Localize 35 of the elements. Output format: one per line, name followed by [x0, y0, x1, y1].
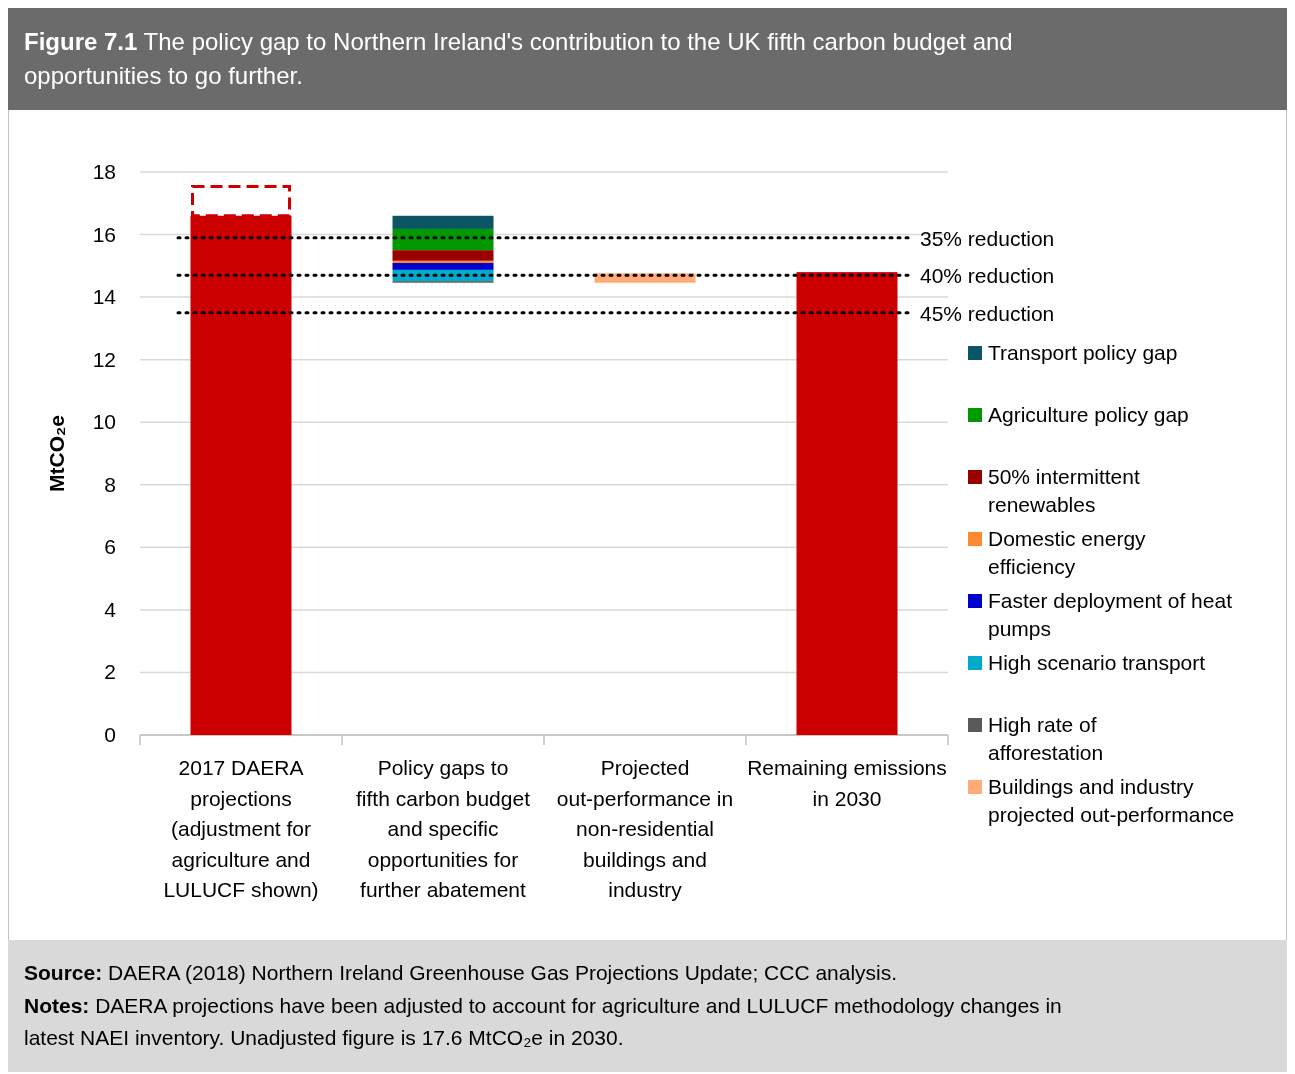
y-axis-title: MtCO₂e [45, 415, 68, 492]
x-tick-label: 2017 DAERA projections (adjustment for agriculture and LULUCF shown) [163, 756, 319, 901]
legend-label: High scenario transport [988, 651, 1206, 674]
legend-label: Faster deployment of heat pumps [988, 589, 1233, 640]
y-tick-label: 6 [104, 535, 116, 559]
bar [392, 215, 494, 229]
bar [392, 263, 494, 270]
chart-title: Figure 7.1 The policy gap to Northern Ireland's contribution to the UK fifth carbon budget and opportunities to go further. [24, 28, 1013, 89]
y-tick-label: 2 [104, 660, 116, 684]
y-tick-label: 14 [92, 285, 117, 309]
legend-label: Domestic energy efficiency [988, 527, 1147, 578]
legend-label: 50% intermittent renewables [988, 465, 1140, 516]
source-note: Source: DAERA (2018) Northern Ireland Greenhouse Gas Projections Update; CCC analysis. [24, 961, 898, 984]
ref-line-label: 40% reduction [920, 264, 1055, 288]
y-tick-label: 12 [92, 347, 116, 371]
legend-label: Buildings and industry projected out-performance [988, 775, 1235, 826]
legend-label: High rate of afforestation [988, 713, 1104, 764]
x-tick-label: Policy gaps to fifth carbon budget and specific opportunities for further abatement [356, 756, 531, 901]
text: Notes: DAERA projections have been adjusted to account for agriculture and LULUCF methodology changes in latest NAEI inventory. Unadjusted figure is 17.6 MtCO₂e in 2030. [24, 994, 1062, 1049]
ref-line-label: 35% reduction [920, 226, 1055, 250]
bar [392, 250, 494, 261]
bar [392, 260, 494, 264]
y-tick-label: 10 [92, 410, 116, 434]
y-tick-label: 16 [92, 222, 116, 246]
legend-label: Agriculture policy gap [988, 403, 1189, 426]
y-tick-label: 18 [92, 160, 116, 183]
legend-label: Transport policy gap [988, 341, 1178, 364]
x-tick-label: Remaining emissions in 2030 [747, 756, 947, 810]
x-tick-label: Projected out-performance in non-residential buildings and industry [556, 756, 734, 901]
ref-line-label: 45% reduction [920, 301, 1055, 325]
y-tick-label: 8 [104, 472, 116, 496]
y-tick-label: 0 [104, 723, 116, 746]
y-tick-label: 4 [104, 597, 117, 621]
bar [796, 272, 898, 735]
bar [392, 228, 494, 251]
